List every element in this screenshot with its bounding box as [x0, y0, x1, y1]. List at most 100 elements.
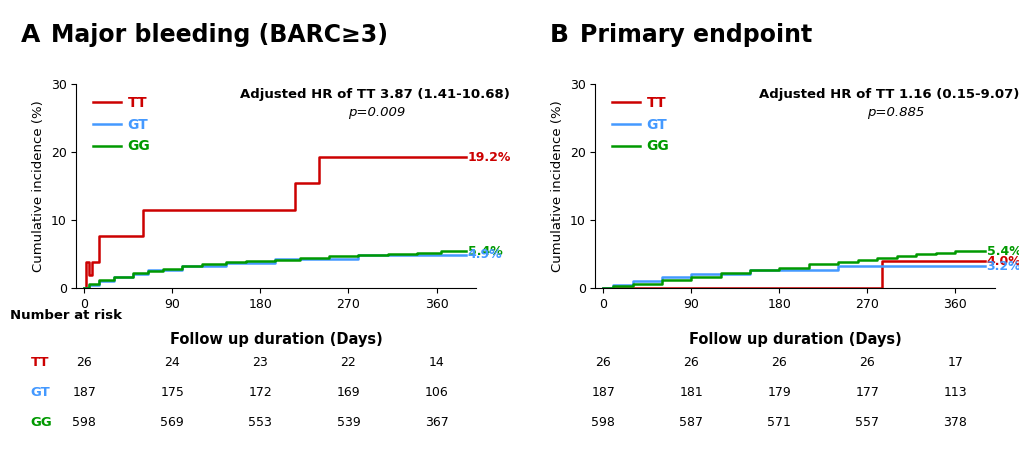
Text: 553: 553: [249, 416, 272, 429]
GT: [802, 267, 814, 272]
Text: 26: 26: [76, 356, 92, 369]
GG: [928, 250, 941, 256]
TT: [337, 154, 350, 160]
Text: TT: TT: [31, 356, 49, 369]
GG: [713, 274, 726, 279]
GG: [909, 252, 921, 257]
GG: [596, 286, 608, 291]
GT: [293, 256, 306, 262]
Text: 24: 24: [164, 356, 180, 369]
Text: 378: 378: [943, 416, 966, 429]
Line: GT: GT: [85, 255, 466, 288]
Text: 177: 177: [855, 386, 878, 399]
Text: 23: 23: [253, 356, 268, 369]
GG: [196, 264, 208, 269]
GT: [626, 278, 638, 284]
GT: [435, 252, 447, 258]
GT: [239, 260, 252, 266]
Text: Adjusted HR of TT 1.16 (0.15-9.07): Adjusted HR of TT 1.16 (0.15-9.07): [758, 88, 1018, 101]
GT: [411, 252, 423, 258]
TT: [288, 180, 301, 186]
GT: [352, 252, 364, 258]
Text: Number at risk: Number at risk: [10, 309, 122, 322]
GG: [890, 253, 902, 259]
TT: [127, 233, 140, 239]
GT: [127, 271, 140, 277]
Text: GG: GG: [31, 416, 52, 429]
TT: [367, 154, 379, 160]
GG: [460, 249, 472, 254]
TT: [400, 154, 413, 160]
GT: [142, 271, 154, 277]
Text: p=0.885: p=0.885: [866, 106, 923, 119]
GT: [352, 256, 364, 262]
GT: [269, 256, 281, 262]
GG: [870, 255, 882, 260]
GT: [176, 267, 189, 272]
GG: [685, 277, 697, 283]
TT: [137, 233, 149, 239]
GG: [176, 264, 189, 269]
Text: Follow up duration (Days): Follow up duration (Days): [169, 332, 382, 347]
TT: [93, 233, 105, 239]
Y-axis label: Cumulative incidence (%): Cumulative incidence (%): [550, 100, 564, 272]
GG: [83, 286, 95, 291]
GG: [293, 257, 306, 262]
Text: GT: GT: [31, 386, 50, 399]
GG: [832, 262, 844, 267]
Legend: TT, GT, GG: TT, GT, GG: [88, 91, 156, 159]
Text: Major bleeding (BARC≥3): Major bleeding (BARC≥3): [51, 23, 387, 47]
GG: [685, 274, 697, 279]
GG: [411, 250, 423, 256]
Text: 187: 187: [72, 386, 96, 399]
GG: [381, 252, 393, 257]
Line: GG: GG: [602, 252, 983, 288]
TT: [103, 233, 115, 239]
Text: 19.2%: 19.2%: [468, 151, 511, 164]
GG: [743, 271, 755, 276]
TT: [875, 286, 888, 291]
GT: [196, 264, 208, 269]
TT: [83, 259, 95, 265]
Text: 598: 598: [591, 416, 614, 429]
GT: [83, 282, 95, 288]
GG: [909, 253, 921, 259]
Text: 169: 169: [336, 386, 360, 399]
Text: 539: 539: [336, 416, 360, 429]
GG: [142, 271, 154, 276]
GG: [772, 267, 785, 272]
Y-axis label: Cumulative incidence (%): Cumulative incidence (%): [33, 100, 45, 272]
Text: Follow up duration (Days): Follow up duration (Days): [688, 332, 901, 347]
TT: [127, 233, 140, 239]
GG: [127, 274, 140, 279]
Text: 17: 17: [947, 356, 962, 369]
GG: [626, 281, 638, 286]
GG: [928, 252, 941, 257]
TT: [205, 207, 217, 213]
Text: 14: 14: [428, 356, 444, 369]
GT: [156, 267, 168, 272]
GG: [606, 286, 619, 291]
Text: 172: 172: [249, 386, 272, 399]
Text: 26: 26: [595, 356, 610, 369]
Text: 187: 187: [591, 386, 614, 399]
Text: 106: 106: [424, 386, 448, 399]
GG: [870, 257, 882, 262]
GT: [860, 264, 872, 269]
GG: [890, 255, 902, 260]
GT: [293, 256, 306, 262]
TT: [337, 154, 350, 160]
TT: [977, 258, 989, 264]
Text: 22: 22: [340, 356, 356, 369]
Text: 179: 179: [766, 386, 791, 399]
GT: [953, 264, 965, 269]
GT: [156, 267, 168, 272]
GG: [239, 258, 252, 264]
GT: [239, 260, 252, 266]
GG: [626, 284, 638, 289]
GG: [963, 249, 975, 254]
TT: [93, 259, 105, 265]
TT: [86, 259, 98, 265]
Text: 571: 571: [766, 416, 791, 429]
GG: [93, 281, 105, 286]
